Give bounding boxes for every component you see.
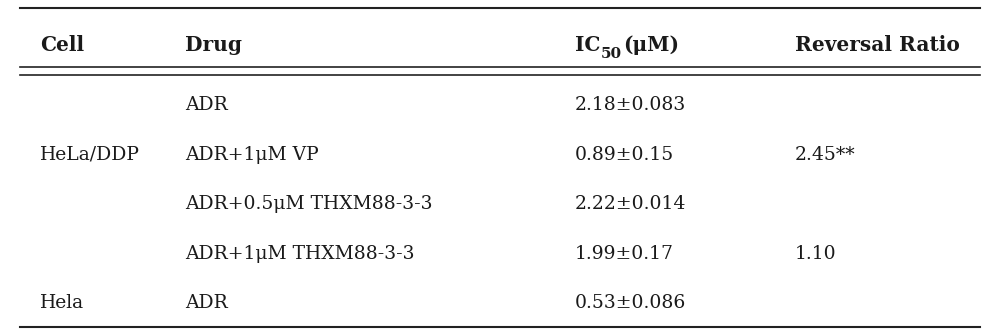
Text: 1.99±0.17: 1.99±0.17 [575,244,674,263]
Text: ADR+1μM THXM88-3-3: ADR+1μM THXM88-3-3 [185,244,415,263]
Text: ADR+0.5μM THXM88-3-3: ADR+0.5μM THXM88-3-3 [185,195,432,213]
Text: 2.45**: 2.45** [795,146,856,164]
Text: (μM): (μM) [623,35,679,55]
Text: IC: IC [575,35,600,55]
Text: ADR+1μM VP: ADR+1μM VP [185,146,319,164]
Text: ADR: ADR [185,294,228,312]
Text: 2.22±0.014: 2.22±0.014 [575,195,686,213]
Text: Drug: Drug [185,35,242,55]
Text: 2.18±0.083: 2.18±0.083 [575,96,686,114]
Text: HeLa/DDP: HeLa/DDP [40,146,140,164]
Text: 1.10: 1.10 [795,244,837,263]
Text: ADR: ADR [185,96,228,114]
Text: Cell: Cell [40,35,84,55]
Text: 0.53±0.086: 0.53±0.086 [575,294,686,312]
Text: 0.89±0.15: 0.89±0.15 [575,146,674,164]
Text: 50: 50 [601,47,622,61]
Text: Reversal Ratio: Reversal Ratio [795,35,960,55]
Text: Hela: Hela [40,294,84,312]
